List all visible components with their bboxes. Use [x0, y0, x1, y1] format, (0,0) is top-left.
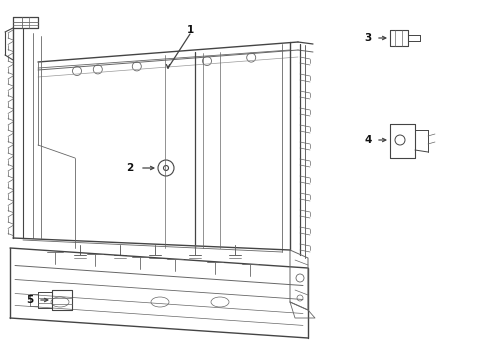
Text: 4: 4 — [364, 135, 372, 145]
Text: 1: 1 — [186, 25, 194, 35]
Text: 3: 3 — [365, 33, 371, 43]
Text: 2: 2 — [126, 163, 134, 173]
Text: 5: 5 — [26, 295, 34, 305]
